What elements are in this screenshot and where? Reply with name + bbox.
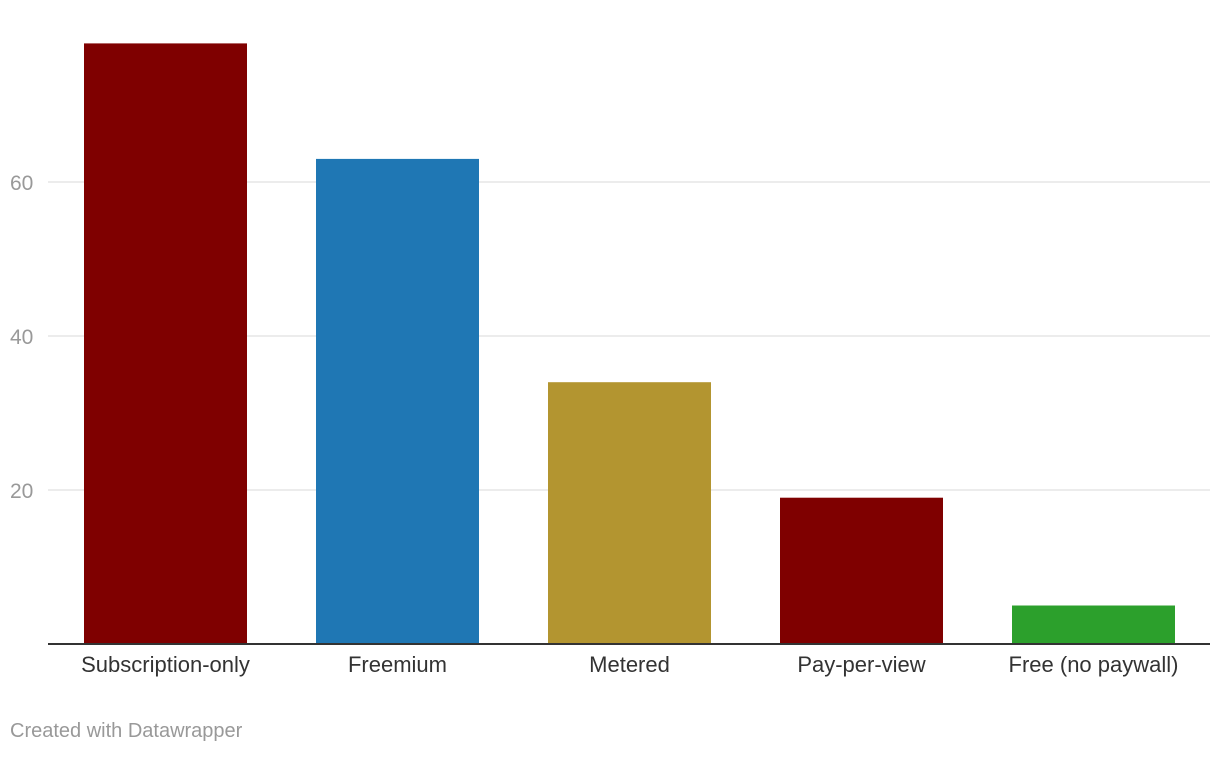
bar-2[interactable] [548, 382, 711, 644]
bar-1[interactable] [316, 158, 479, 644]
y-tick-label: 20 [10, 480, 33, 503]
bar-0[interactable] [84, 43, 247, 644]
category-label: Metered [589, 652, 670, 677]
y-tick-label: 40 [10, 326, 33, 349]
bar-4[interactable] [1012, 605, 1175, 645]
category-label: Subscription-only [81, 652, 250, 677]
category-labels: Subscription-only Freemium Metered Pay-per-… [81, 652, 1178, 677]
category-label: Freemium [348, 652, 447, 677]
y-tick-label: 60 [10, 172, 33, 195]
category-label: Pay-per-view [797, 652, 925, 677]
category-label: Free (no paywall) [1009, 652, 1179, 677]
bar-3[interactable] [780, 497, 943, 644]
attribution-text[interactable]: Created with Datawrapper [10, 720, 243, 742]
bars [84, 43, 1175, 644]
